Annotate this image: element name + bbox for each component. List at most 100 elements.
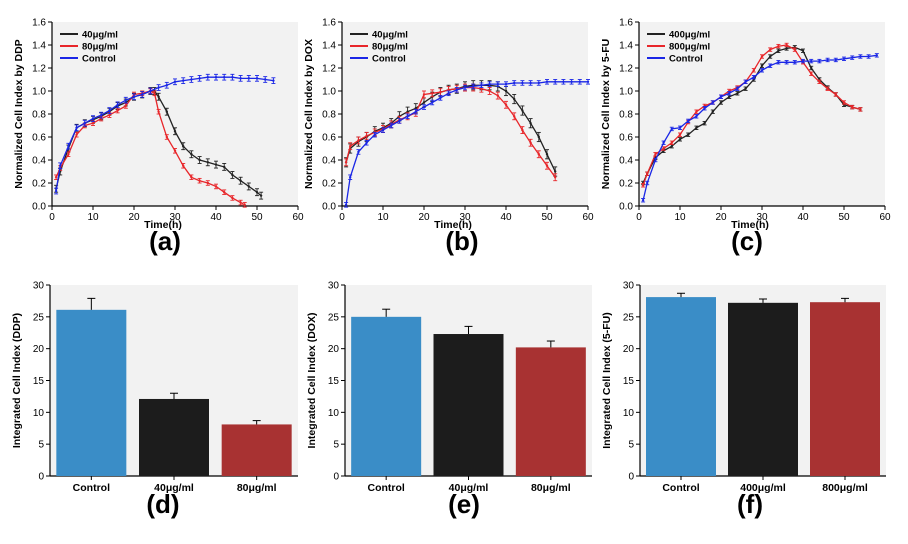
y-tick-label: 20 [33,344,45,355]
y-tick-label: 5 [333,440,339,451]
data-point [132,95,136,98]
category-label: 400μg/ml [740,482,786,494]
panel-label: (a) [149,226,181,256]
bar-chart-panel: 0 5 10 15 20 25 30 Integrated Cell Index (DOX) (… [306,281,592,519]
x-tick-label: 40 [797,212,809,223]
data-point [678,138,682,141]
line-chart-panel: 0.0 0.2 0.4 0.6 0.8 1.0 1.2 1.4 1.6 Normalized Ce… [600,18,891,257]
y-tick-label: 25 [328,312,340,323]
y-tick-label: 25 [33,312,45,323]
data-point [439,96,442,100]
y-tick-label: 1.0 [32,87,46,98]
data-point [157,95,160,98]
category-label: Control [73,482,110,494]
data-point [504,82,508,86]
data-point [231,196,234,200]
category-label: Control [368,482,405,494]
data-point [662,141,665,144]
plot-area [639,22,885,206]
y-tick-label: 25 [623,312,635,323]
data-point [141,93,144,96]
legend-label: 400μg/ml [669,30,710,41]
data-point [728,92,731,95]
data-point [239,179,242,182]
data-point [695,110,698,113]
data-point [206,181,209,185]
data-point [239,201,242,204]
data-point [422,101,426,104]
data-point [777,44,780,48]
data-point [562,80,565,84]
series-red [641,42,863,188]
y-axis-title: Normalized Cell Index by DOX [303,39,315,189]
data-point [818,80,821,84]
data-point [472,85,475,88]
y-tick-label: 0.0 [32,202,46,213]
data-point [344,203,348,207]
data-point [529,81,532,85]
data-point [537,135,540,139]
data-point [818,59,821,63]
x-tick-label: 30 [459,212,471,223]
data-point [59,164,62,167]
data-point [198,77,201,80]
data-point [190,78,193,81]
data-point [504,103,508,107]
y-tick-label: 10 [33,408,45,419]
data-point [545,80,549,84]
y-tick-label: 0.2 [322,179,336,190]
data-point [554,170,557,173]
y-axis-title: Integrated Cell Index (DOX) [306,313,318,449]
data-point [521,128,524,132]
data-point [695,126,698,129]
data-point [390,124,393,127]
y-axis-title: Normalized Cell Index by DDP [13,39,25,188]
data-point [719,95,723,98]
legend-label: 80μg/ml [82,42,118,53]
x-tick-label: 60 [292,212,304,223]
data-point [777,49,780,52]
data-point [859,55,862,58]
x-tick-label: 10 [87,212,99,223]
data-point [153,92,156,95]
data-point [736,92,739,95]
y-tick-label: 0.4 [32,156,46,167]
series-blue [641,53,879,203]
data-point [373,133,376,136]
data-point [223,165,226,169]
data-point [687,133,690,136]
y-tick-label: 0 [333,472,339,483]
plot-area [52,22,298,206]
data-point [554,176,557,179]
x-axis-title: Time(h) [731,219,769,231]
data-point [504,89,508,93]
data-point [785,61,788,64]
category-label: 80μg/ml [531,482,571,494]
panel-label: (d) [146,489,179,519]
y-tick-label: 15 [623,376,635,387]
series-red [344,83,558,182]
data-point [247,185,250,188]
y-tick-label: 0.2 [619,179,633,190]
data-point [670,141,673,144]
series-line [642,44,861,186]
data-point [165,84,168,87]
data-point [646,172,649,175]
y-tick-label: 1.0 [322,87,336,98]
data-point [124,99,128,102]
data-point [447,88,450,92]
series-line [642,46,861,184]
data-point [867,55,870,58]
y-tick-label: 0.6 [322,133,336,144]
data-point [91,117,95,120]
data-point [488,89,491,93]
data-point [116,103,119,107]
data-point [537,153,540,156]
data-point [173,130,177,133]
x-tick-label: 30 [756,212,768,223]
y-tick-label: 30 [33,281,45,292]
data-point [687,119,690,123]
data-point [769,48,772,51]
data-point [678,126,682,129]
data-point [678,133,682,136]
